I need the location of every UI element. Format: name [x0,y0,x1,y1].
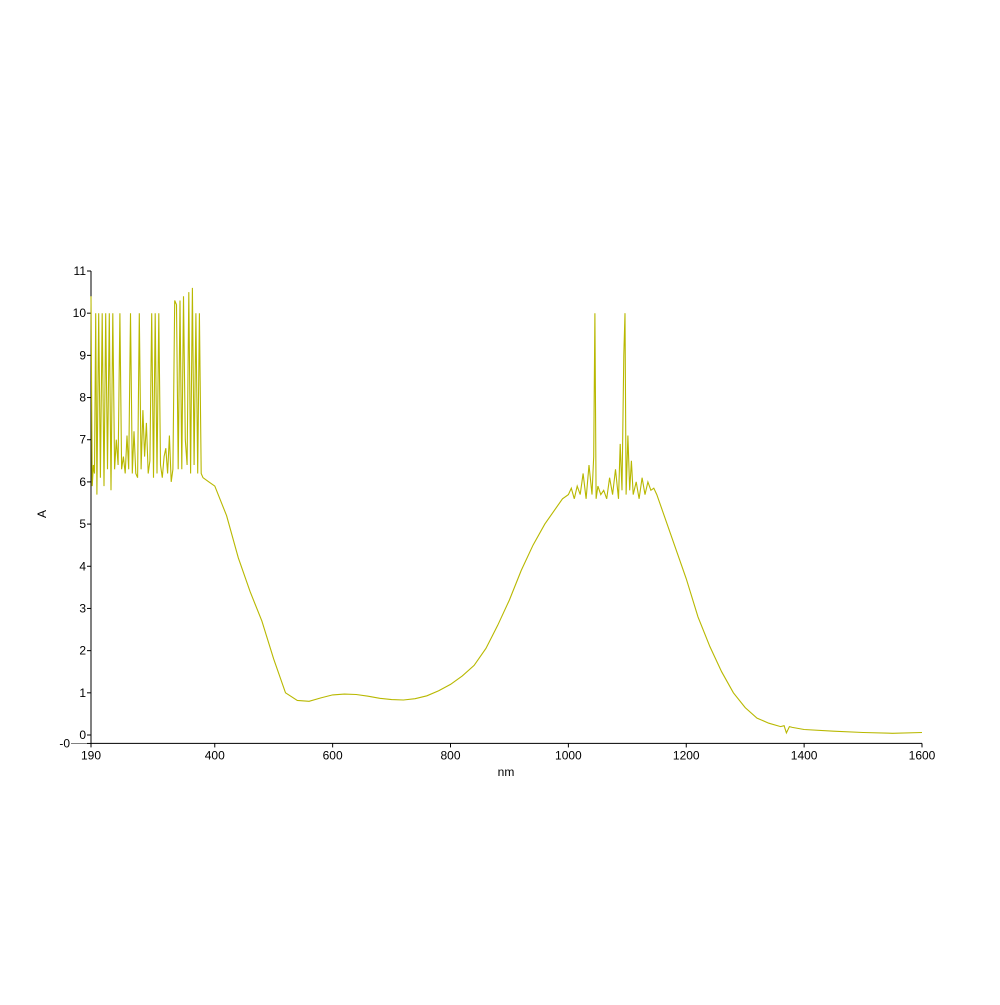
y-tick-label: 8 [79,391,86,405]
y-tick-label: 10 [73,306,87,320]
x-tick-label: 1200 [673,748,700,762]
y-tick-label: 9 [79,348,86,362]
y-tick-label: 1 [79,686,86,700]
y-tick-label: 11 [74,264,87,278]
y-tick-label: 0 [79,728,86,742]
x-tick-label: 190 [81,748,101,762]
y-tick-label: 6 [79,475,86,489]
y-tick-label: 5 [79,517,86,531]
y-tick-label: 2 [79,644,86,658]
x-tick-label: 800 [440,748,460,762]
x-axis-label: nm [498,765,515,779]
x-tick-label: 600 [323,748,343,762]
y-axis-label: A [35,510,49,518]
axes: 190 400 600 800 1000 1200 1400 1600 0 1 2 3 4 5 6 7 8 9 10… [59,264,935,762]
x-tick-label: 400 [205,748,225,762]
y-tick-label: 4 [79,559,86,573]
y-tick-label: 7 [79,433,86,447]
y-tick-label: -0 [59,736,70,750]
x-tick-label: 1400 [791,748,818,762]
x-tick-label: 1000 [555,748,582,762]
series-line [90,287,923,735]
y-tick-label: 3 [79,601,86,615]
x-tick-label: 1600 [909,748,936,762]
